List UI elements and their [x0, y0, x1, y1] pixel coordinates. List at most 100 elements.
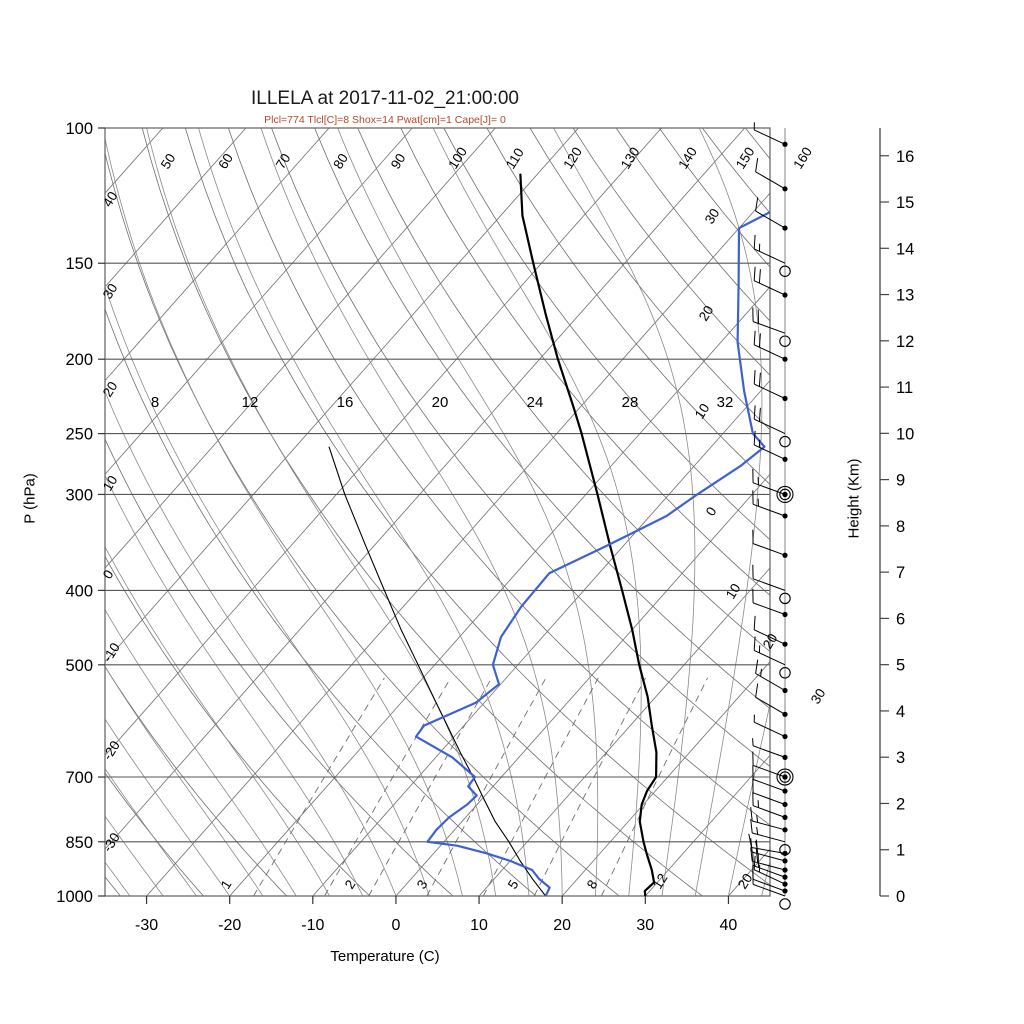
dry-adiabat-right-label: 30	[808, 686, 829, 707]
dry-adiabat-240	[105, 876, 121, 896]
wind-barb-full	[755, 683, 759, 698]
moist-adiabat--28	[105, 815, 164, 896]
height-tick-label: 12	[896, 333, 914, 351]
wind-barb-half	[756, 826, 759, 835]
wind-level-dot	[782, 733, 788, 740]
wind-barb-shaft	[753, 383, 786, 399]
wind-level-ring	[779, 771, 791, 783]
wind-barb-full	[758, 269, 761, 284]
wind-barb	[753, 714, 788, 740]
pressure-tick-label: 1000	[56, 888, 93, 906]
pressure-tick-label: 250	[65, 426, 93, 444]
wind-barb-full	[753, 405, 756, 420]
dry-adiabat-label: 160	[790, 145, 815, 172]
mixing-ratio-label: 5	[505, 877, 522, 891]
mixing-ratio-12	[533, 677, 646, 896]
wind-barb	[750, 847, 788, 873]
wind-barb-full	[753, 234, 756, 249]
wind-level-dot	[782, 225, 788, 231]
moist-adiabat-left-label: 10	[100, 473, 121, 494]
isotherm-20	[561, 661, 770, 896]
height-tick-label: 0	[896, 888, 905, 906]
isotherm--100	[105, 128, 247, 288]
dry-adiabat-label: 130	[618, 145, 643, 172]
wind-barb-full	[758, 372, 761, 387]
pressure-tick-label: 300	[65, 486, 93, 504]
wind-level-ring	[779, 667, 791, 679]
mixing-ratio-label: 12	[650, 871, 671, 892]
wind-barb-shaft	[752, 860, 786, 871]
mixing-ratio-8	[482, 677, 599, 896]
dry-adiabat-label: 90	[388, 151, 409, 172]
wind-barb	[752, 738, 788, 761]
dry-adiabat-270	[105, 555, 371, 896]
wind-barb	[750, 807, 788, 833]
wind-barb	[755, 683, 788, 717]
wind-barb-full	[755, 848, 759, 863]
wind-level-dot	[782, 641, 788, 647]
page-title: ILLELA at 2017-11-02_21:00:00	[251, 88, 519, 109]
moist-adiabat--8	[105, 546, 330, 896]
wind-level-dot	[782, 491, 788, 498]
wind-barb-full	[748, 833, 752, 848]
dry-adiabat-label: 80	[330, 151, 351, 172]
dry-adiabat-380	[443, 128, 770, 541]
wind-barb	[753, 855, 788, 887]
wind-level-dot	[782, 456, 788, 462]
mixing-ratio-3	[368, 677, 493, 896]
mixing-ratio-label: 2	[342, 877, 359, 891]
moist-adiabat-28	[432, 128, 642, 896]
wind-level-dot	[782, 611, 788, 618]
pressure-tick-label: 500	[65, 657, 93, 675]
wind-barb	[755, 158, 788, 192]
dry-adiabat-420	[615, 128, 770, 322]
wind-level-dot	[782, 827, 788, 833]
moist-adiabat--24	[105, 767, 197, 896]
temp-tick-label: -20	[218, 917, 241, 934]
wind-barb	[753, 122, 788, 147]
dry-adiabat-right-label: 20	[760, 631, 781, 652]
temperature-profile-line	[519, 173, 658, 896]
dry-adiabat-350	[314, 128, 770, 710]
isotherm--90	[105, 128, 330, 382]
wind-barb-shaft	[752, 778, 786, 792]
wind-barb	[752, 529, 788, 558]
wind-barb	[753, 636, 791, 679]
wind-level-dot	[782, 395, 788, 402]
wind-barb-shaft	[752, 578, 786, 591]
wind-barb	[753, 234, 791, 277]
parcel-trace-line	[328, 446, 547, 896]
dry-adiabat-330	[228, 128, 770, 826]
height-tick-label: 3	[896, 749, 905, 767]
wind-level-dot	[782, 292, 788, 298]
wind-level-outer-ring	[776, 485, 794, 503]
moist-adiabat-left-label: 30	[100, 281, 121, 302]
wind-barb-full	[753, 330, 756, 345]
moist-adiabat-16	[198, 128, 530, 896]
pressure-tick-label: 200	[65, 351, 93, 369]
moist-adiabat-mid-label: 12	[242, 394, 259, 411]
pressure-tick-label: 150	[65, 255, 93, 273]
wind-barb	[753, 370, 788, 402]
wind-barb-shaft	[755, 210, 786, 229]
height-tick-label: 15	[896, 194, 914, 212]
dry-adiabat-label: 110	[503, 145, 527, 171]
dry-adiabat-right-label: 10	[692, 401, 713, 422]
dry-adiabat-label: 70	[273, 151, 294, 172]
moist-adiabat-mid-label: 32	[717, 394, 734, 411]
wind-barb-shaft	[752, 321, 786, 334]
moist-adiabat--32	[105, 861, 131, 896]
plot-frame	[104, 127, 771, 897]
mixing-ratio-1	[253, 677, 385, 896]
temp-tick-label: 30	[636, 917, 654, 934]
dry-adiabat-410	[572, 128, 770, 376]
wind-barb	[752, 564, 791, 605]
dry-adiabat-label: 50	[158, 151, 179, 172]
wind-level-dot	[782, 801, 788, 808]
temp-tick-label: -30	[135, 917, 158, 934]
wind-barb	[753, 405, 791, 448]
dry-adiabat-360	[357, 128, 770, 653]
mixing-ratio-20	[600, 677, 709, 896]
wind-barb	[752, 588, 788, 618]
